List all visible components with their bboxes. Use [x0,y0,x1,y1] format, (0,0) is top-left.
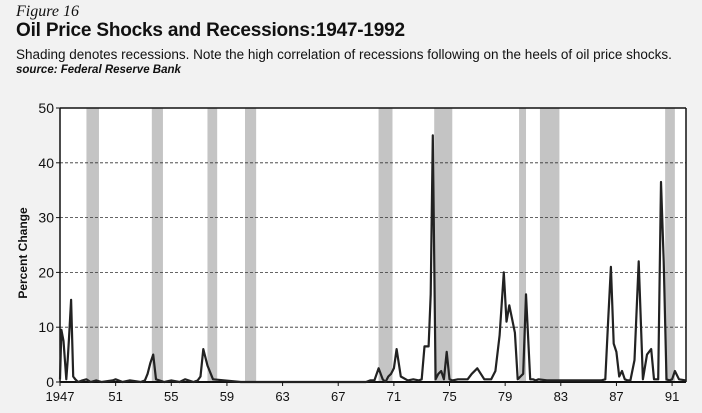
chart-subtitle: Shading denotes recessions. Note the hig… [16,47,672,62]
y-tick-label-40: 40 [38,155,54,171]
recession-band-5 [434,108,453,382]
recession-band-1 [151,108,163,382]
y-axis-label: Percent Change [16,207,30,299]
x-tick-label-1959: 59 [220,389,234,404]
series-layer [58,134,687,384]
x-tick-label-1955: 55 [164,389,178,404]
x-tick-label-1979: 79 [498,389,512,404]
chart-source: source: Federal Reserve Bank [16,64,181,76]
y-tick-label-50: 50 [38,100,54,116]
y-tick-label-20: 20 [38,264,54,280]
x-tick-label-1987: 87 [609,389,623,404]
x-tick-label-1975: 75 [442,389,456,404]
y-tick-label-0: 0 [46,374,54,390]
x-tick-label-1947: 1947 [46,389,75,404]
series-line-0 [58,134,687,384]
y-tick-label-10: 10 [38,319,54,335]
x-tick-label-1983: 83 [554,389,568,404]
recession-band-8 [665,108,675,382]
recession-band-7 [539,108,560,382]
x-tick-label-1963: 63 [275,389,289,404]
recession-band-4 [378,108,393,382]
recession-band-3 [245,108,257,382]
tick-labels: 0 10 20 30 40 50 1947 51 55 59 63 67 71 75 79 83 87 91 [38,100,679,404]
plot-background [60,108,686,382]
y-tick-label-30: 30 [38,210,54,226]
gridlines [60,162,686,328]
recession-band-0 [86,108,99,382]
x-tick-label-1971: 71 [387,389,401,404]
x-tick-label-1991: 91 [665,389,679,404]
recession-band-2 [207,108,218,382]
x-tick-label-1967: 67 [331,389,345,404]
recession-shading-layer [60,108,686,382]
recession-band-6 [519,108,527,382]
figure-label: Figure 16 [16,3,79,20]
chart-title: Oil Price Shocks and Recessions:1947-199… [16,20,405,41]
x-tick-label-1951: 51 [108,389,122,404]
